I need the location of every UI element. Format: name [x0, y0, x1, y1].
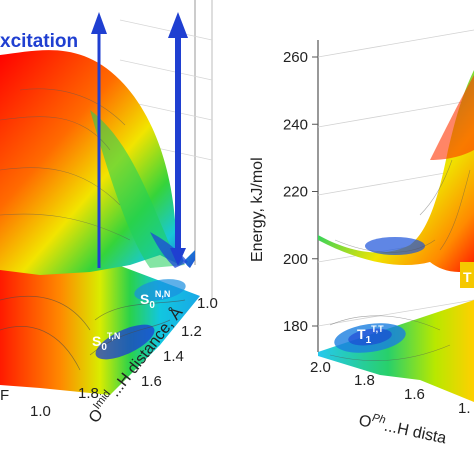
state-label-s0tn: S0T,N	[92, 331, 120, 353]
y-tick-label: 240	[283, 116, 308, 133]
left-contour-lines	[0, 295, 186, 371]
tick-label: 1.	[458, 400, 471, 417]
tick-label: 1.0	[197, 295, 218, 312]
right-y-ticks: 260 240 220 200 180	[283, 49, 318, 335]
state-label-sup: N,N	[155, 289, 171, 299]
arrow-head-icon	[170, 248, 186, 266]
y-tick-label: 200	[283, 251, 308, 268]
tick-label: 2.0	[310, 359, 331, 376]
state-label-sub: 0	[149, 300, 155, 311]
tick-label: 1.2	[181, 323, 202, 340]
left-x-ticks: 1.0 1.2 1.4 1.6 1.8 1.0 F	[0, 295, 218, 420]
state-label-sup: T,N	[107, 331, 121, 341]
axis-label-rest: ...H dista	[383, 418, 448, 448]
left-surface-valley	[90, 110, 185, 268]
state-label-base: S	[140, 291, 149, 307]
state-label-sup: T,T	[371, 324, 384, 334]
left-panel: xcitation S0N,N S0T,N 1.0 1.2 1.4 1.6 1.…	[0, 0, 218, 426]
axis-fragment: F	[0, 387, 9, 404]
tick-label: 1.6	[141, 373, 162, 390]
right-edge-patch	[460, 262, 474, 288]
tick-label: 1.8	[354, 372, 375, 389]
state-label-t1tt: T1T,T	[357, 324, 384, 346]
y-tick-label: 220	[283, 184, 308, 201]
right-surface-high	[430, 75, 474, 160]
state-label-sub: 0	[101, 342, 107, 353]
state-label-base: T	[357, 326, 366, 342]
tick-label: 1.4	[163, 348, 184, 365]
left-arrows	[91, 12, 188, 268]
left-contour-min	[95, 324, 155, 360]
right-contour-plane	[318, 300, 474, 402]
right-contour-min	[348, 328, 392, 346]
right-y-axis-label: Energy, kJ/mol	[249, 157, 266, 262]
right-x-axis-label: OPh...H dista	[357, 409, 448, 447]
arrow-head-icon	[168, 12, 188, 38]
left-contour-min	[134, 279, 186, 301]
tick-label: 1.6	[404, 386, 425, 403]
right-edge-fragment: T	[463, 269, 472, 285]
state-label-sub: 1	[366, 335, 372, 346]
tick-label: 1.8	[78, 385, 99, 402]
right-x-ticks: 2.0 1.8 1.6 1.	[310, 359, 471, 417]
right-contour-lines	[329, 315, 451, 361]
right-surface	[318, 70, 474, 273]
axis-label-sup: Ph	[371, 412, 387, 427]
state-label-s0nn: S0N,N	[140, 289, 170, 311]
y-tick-label: 180	[283, 318, 308, 335]
state-label-base: S	[92, 333, 101, 349]
axis-label-main: O	[357, 412, 373, 431]
y-tick-label: 260	[283, 49, 308, 66]
excitation-label: xcitation	[0, 31, 78, 52]
arrow-head-icon	[91, 12, 107, 34]
tick-label: 1.0	[30, 403, 51, 420]
right-surface-contours	[334, 159, 471, 253]
